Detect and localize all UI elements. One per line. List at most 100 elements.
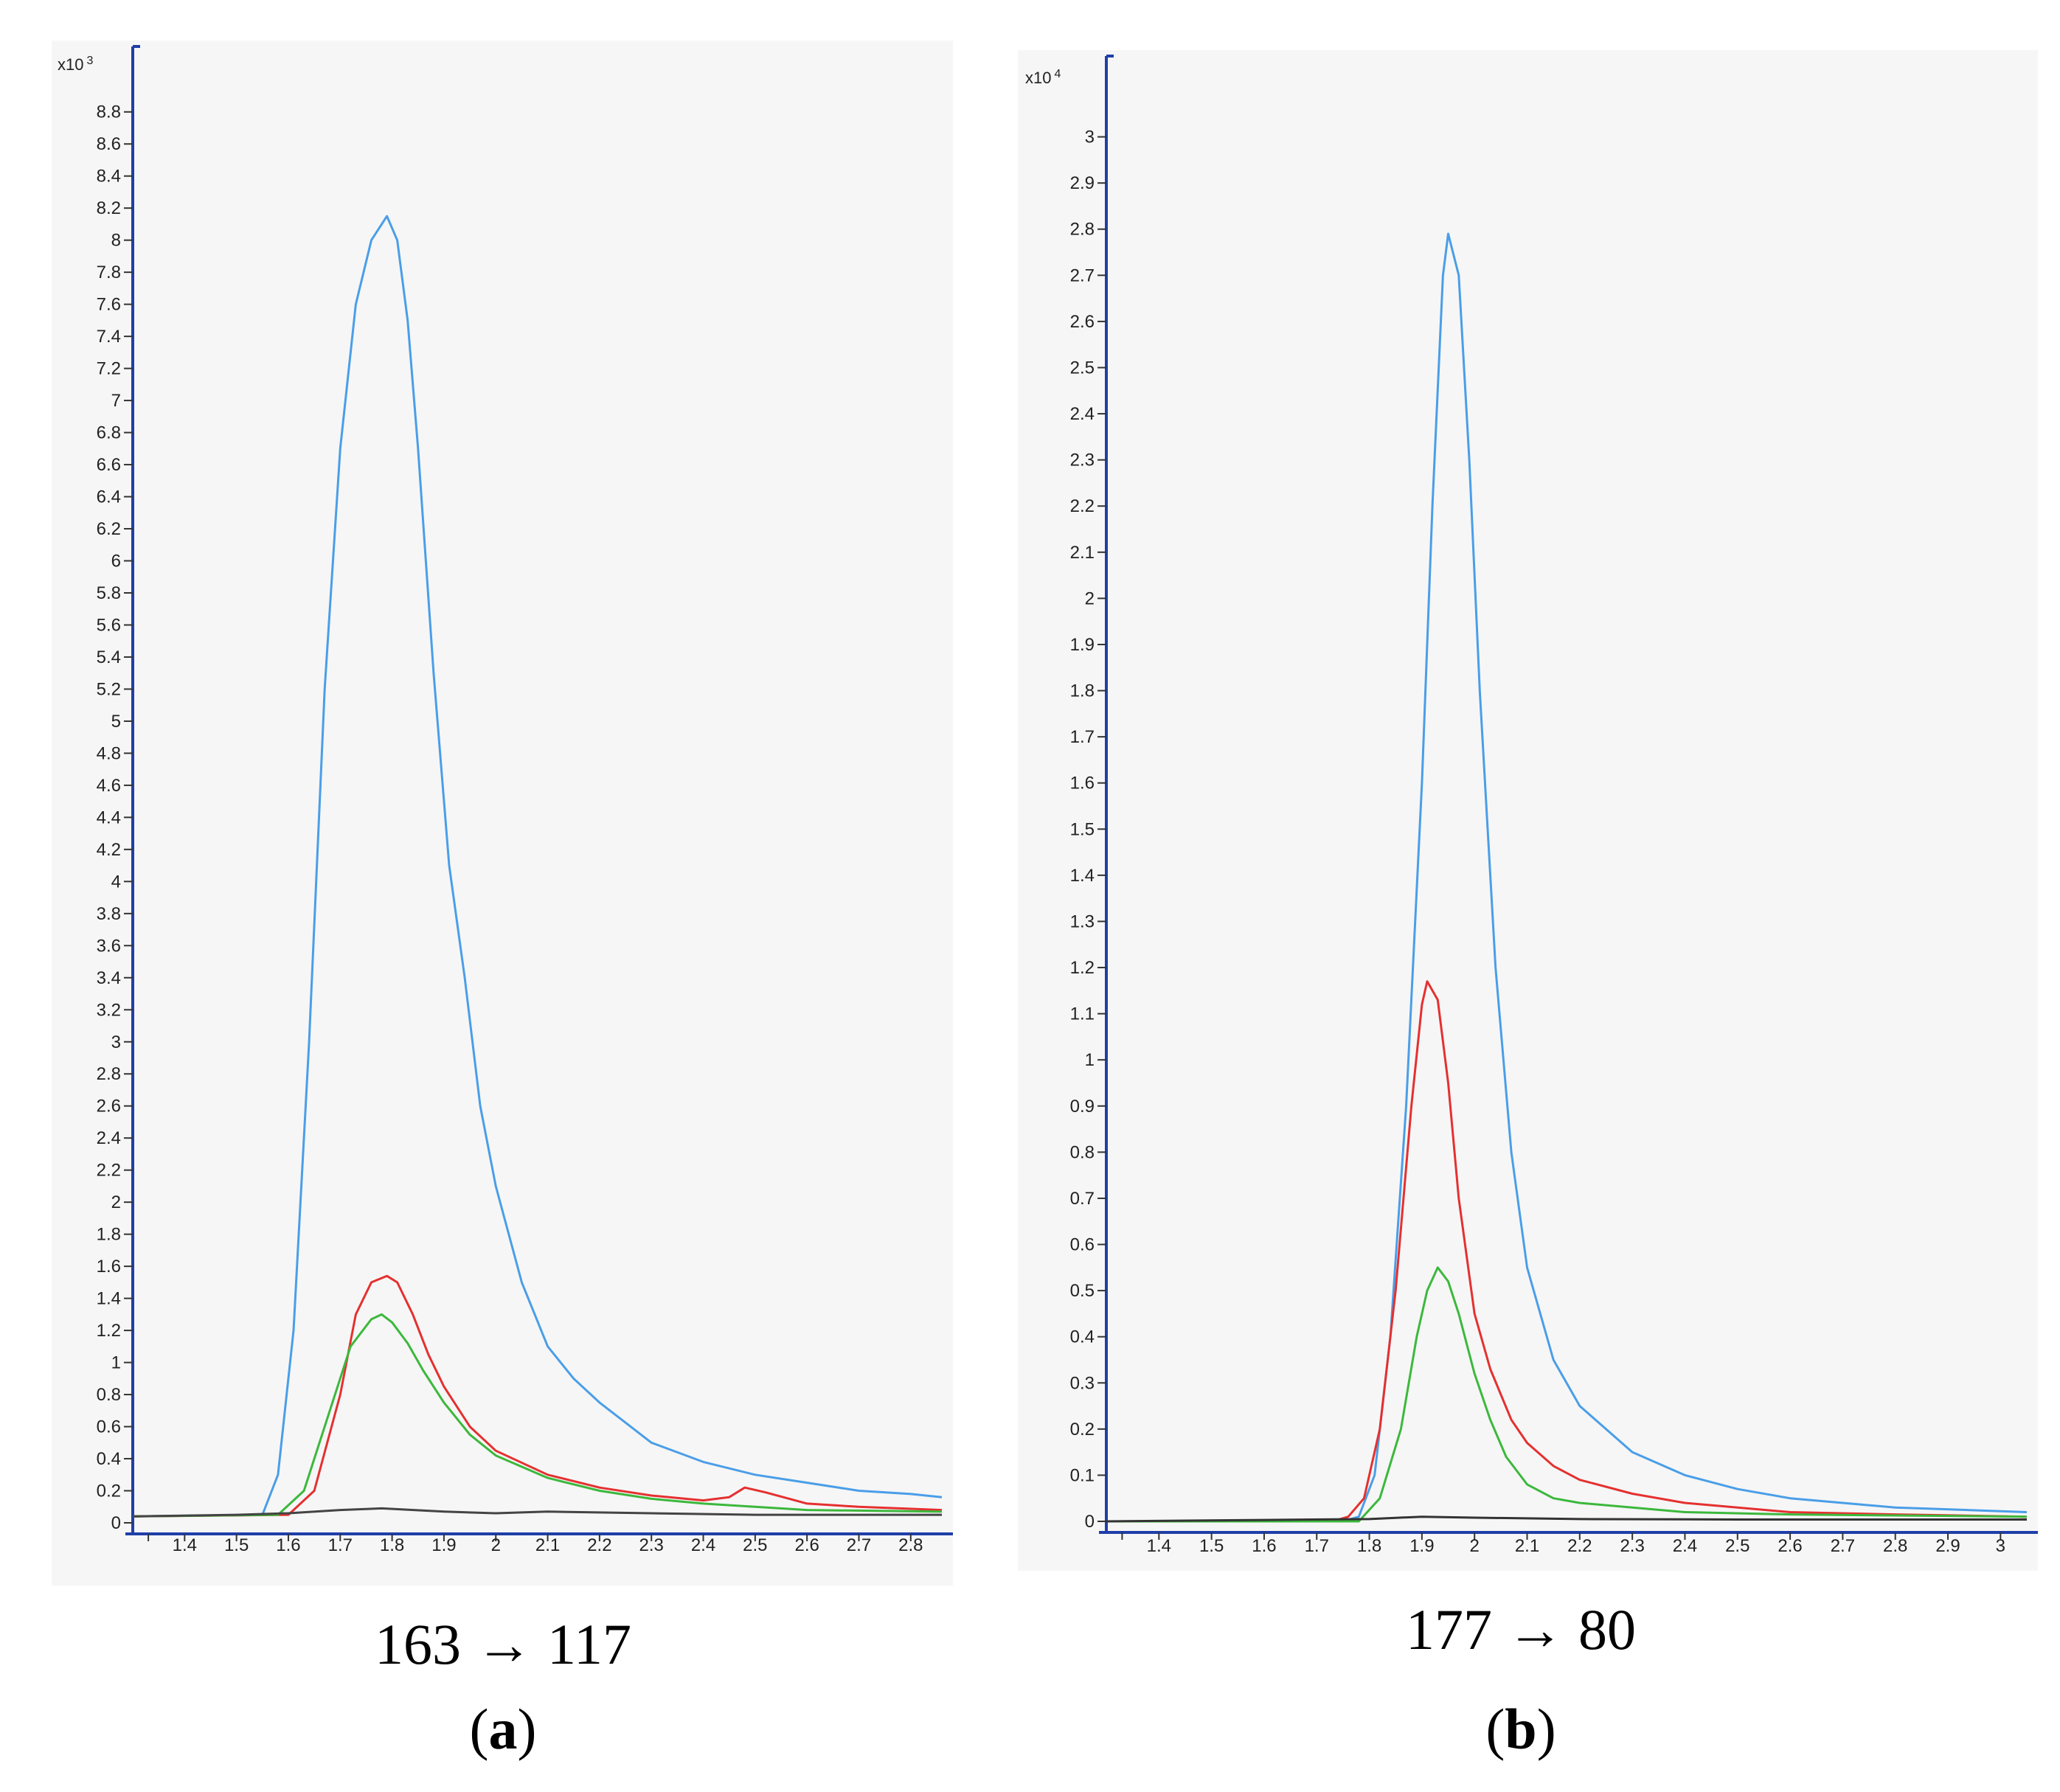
x-tick-label: 2.1 xyxy=(1515,1536,1539,1556)
chart-panel-b: x10 4 0 0.1 0.2 0.3 0.4 0.5 0.6 0.7 0.8 0.9 1 1.1 1.2 1… xyxy=(1018,50,2038,1571)
y-tick-label: 1.9 xyxy=(1070,635,1095,655)
y-tick-label: 0.2 xyxy=(1070,1420,1095,1439)
y-tick-label: 5.6 xyxy=(97,615,121,635)
y-tick-label: 2.2 xyxy=(97,1161,121,1181)
y-tick-label: 5 xyxy=(111,712,121,732)
y-tick-label: 1.6 xyxy=(97,1257,121,1277)
y-tick-label: 6.4 xyxy=(97,487,121,507)
y-tick-label: 1.1 xyxy=(1070,1004,1095,1024)
x-tick-label: 2.3 xyxy=(639,1535,664,1555)
y-tick-label: 3 xyxy=(111,1032,121,1052)
y-tick-label: 0.6 xyxy=(1070,1235,1095,1255)
x-tick-label: 2.8 xyxy=(1883,1536,1907,1556)
y-tick-label: 4.4 xyxy=(97,808,121,827)
y-tick-label: 8 xyxy=(111,231,121,251)
y-tick-label: 1.5 xyxy=(1070,819,1095,839)
x-tick-label: 1.7 xyxy=(1305,1536,1329,1556)
x-tick-label: 2.3 xyxy=(1620,1536,1644,1556)
x-tick-label: 2 xyxy=(1470,1536,1480,1556)
y-tick-label: 7.6 xyxy=(97,295,121,315)
y-tick-label: 0.5 xyxy=(1070,1281,1095,1301)
x-tick-label: 1.6 xyxy=(1252,1536,1276,1556)
y-tick-label: 2.4 xyxy=(1070,404,1095,424)
series-line-red xyxy=(1106,980,2028,1523)
caption-title-b: 177 → 80 xyxy=(1406,1597,1636,1661)
y-multiplier-exponent: 3 xyxy=(86,55,93,67)
caption-title-a: 163 → 117 xyxy=(374,1612,632,1676)
y-tick-label: 2.6 xyxy=(97,1097,121,1116)
x-tick-label: 2.7 xyxy=(847,1535,871,1555)
y-tick-label: 4.2 xyxy=(97,840,121,860)
series-line-blue xyxy=(1106,232,2028,1523)
y-tick-label: 2.3 xyxy=(1070,451,1095,470)
y-tick-label: 2.8 xyxy=(1070,220,1095,240)
y-tick-label: 6.2 xyxy=(97,519,121,539)
y-tick-label: 0.1 xyxy=(1070,1465,1095,1485)
y-tick-label: 8.6 xyxy=(97,134,121,154)
x-tick-label: 2.6 xyxy=(794,1535,819,1555)
chart-a-svg: x10 3 0 0.2 0.4 0.6 0.8 1 1.2 1.4 1.6 1.8 2 2.2 2.4 2.6… xyxy=(58,45,953,1555)
y-tick-label: 1.3 xyxy=(1070,911,1095,931)
y-tick-label: 8.4 xyxy=(97,167,121,187)
x-tick-label: 1.5 xyxy=(224,1535,249,1555)
y-tick-label: 0.4 xyxy=(1070,1327,1095,1347)
letter-b: b xyxy=(1505,1697,1537,1761)
y-tick-label: 7.4 xyxy=(97,327,121,347)
x-tick-label: 1.8 xyxy=(380,1535,404,1555)
y-tick-label: 0 xyxy=(111,1513,121,1533)
x-tick-label: 2.1 xyxy=(535,1535,560,1555)
x-tick-label: 1.9 xyxy=(431,1535,456,1555)
y-tick-label: 2 xyxy=(1085,588,1095,608)
y-tick-label: 2.6 xyxy=(1070,312,1095,332)
series-line-black xyxy=(1106,1515,2027,1523)
y-tick-label: 4.8 xyxy=(97,743,121,763)
y-tick-label: 1 xyxy=(1085,1050,1095,1070)
y-tick-label: 2.5 xyxy=(1070,358,1095,378)
caption-letter-a: (a) xyxy=(469,1697,537,1761)
y-tick-label: 1.4 xyxy=(1070,866,1095,886)
y-tick-label: 2.9 xyxy=(1070,173,1095,193)
x-tick-label: 2.2 xyxy=(587,1535,611,1555)
y-tick-label: 6.6 xyxy=(97,455,121,475)
y-tick-label: 8.8 xyxy=(97,103,121,122)
x-tick-label: 2.5 xyxy=(1725,1536,1749,1556)
y-tick-label: 5.8 xyxy=(97,583,121,603)
x-tick-label: 1.4 xyxy=(1147,1536,1171,1556)
caption-letter-b: (b) xyxy=(1485,1697,1556,1761)
y-tick-label: 2 xyxy=(111,1192,121,1212)
x-tick-label: 2.4 xyxy=(691,1535,715,1555)
series-line-blue xyxy=(132,215,943,1518)
y-tick-label: 0.9 xyxy=(1070,1097,1095,1116)
y-multiplier-label: x10 3 xyxy=(58,55,93,74)
y-tick-label: 7.2 xyxy=(97,359,121,379)
y-tick-label: 1.4 xyxy=(97,1289,121,1309)
y-tick-label: 7.8 xyxy=(97,263,121,282)
y-tick-label: 1.8 xyxy=(97,1225,121,1245)
x-tick-label: 1.5 xyxy=(1199,1536,1224,1556)
series-line-green xyxy=(1106,1266,2028,1523)
y-tick-label: 7 xyxy=(111,391,121,411)
y-tick-label: 6 xyxy=(111,552,121,572)
y-tick-label: 0.6 xyxy=(97,1417,121,1437)
x-tick-label: 3 xyxy=(1996,1536,2005,1556)
y-tick-label: 1.2 xyxy=(97,1321,121,1341)
y-tick-label: 1 xyxy=(111,1353,121,1373)
x-tick-label: 1.7 xyxy=(328,1535,353,1555)
y-tick-label: 1.7 xyxy=(1070,727,1095,747)
x-tick-label: 2.7 xyxy=(1831,1536,1855,1556)
x-tick-label: 2.8 xyxy=(898,1535,923,1555)
y-tick-label: 3.8 xyxy=(97,904,121,924)
y-tick-label: 0.8 xyxy=(97,1385,121,1405)
y-tick-label: 3 xyxy=(1085,128,1095,147)
y-tick-label: 2.8 xyxy=(97,1064,121,1084)
x-tick-label: 2.4 xyxy=(1673,1536,1697,1556)
x-tick-label: 2.6 xyxy=(1778,1536,1802,1556)
series-line-red xyxy=(132,1274,943,1518)
series-line-black xyxy=(132,1507,942,1518)
y-tick-label: 1.6 xyxy=(1070,774,1095,793)
x-tick-label: 1.4 xyxy=(173,1535,197,1555)
y-tick-label: 4 xyxy=(111,872,121,892)
x-tick-label: 2 xyxy=(491,1535,501,1555)
y-tick-label: 1.8 xyxy=(1070,681,1095,701)
y-tick-label: 4.6 xyxy=(97,776,121,796)
